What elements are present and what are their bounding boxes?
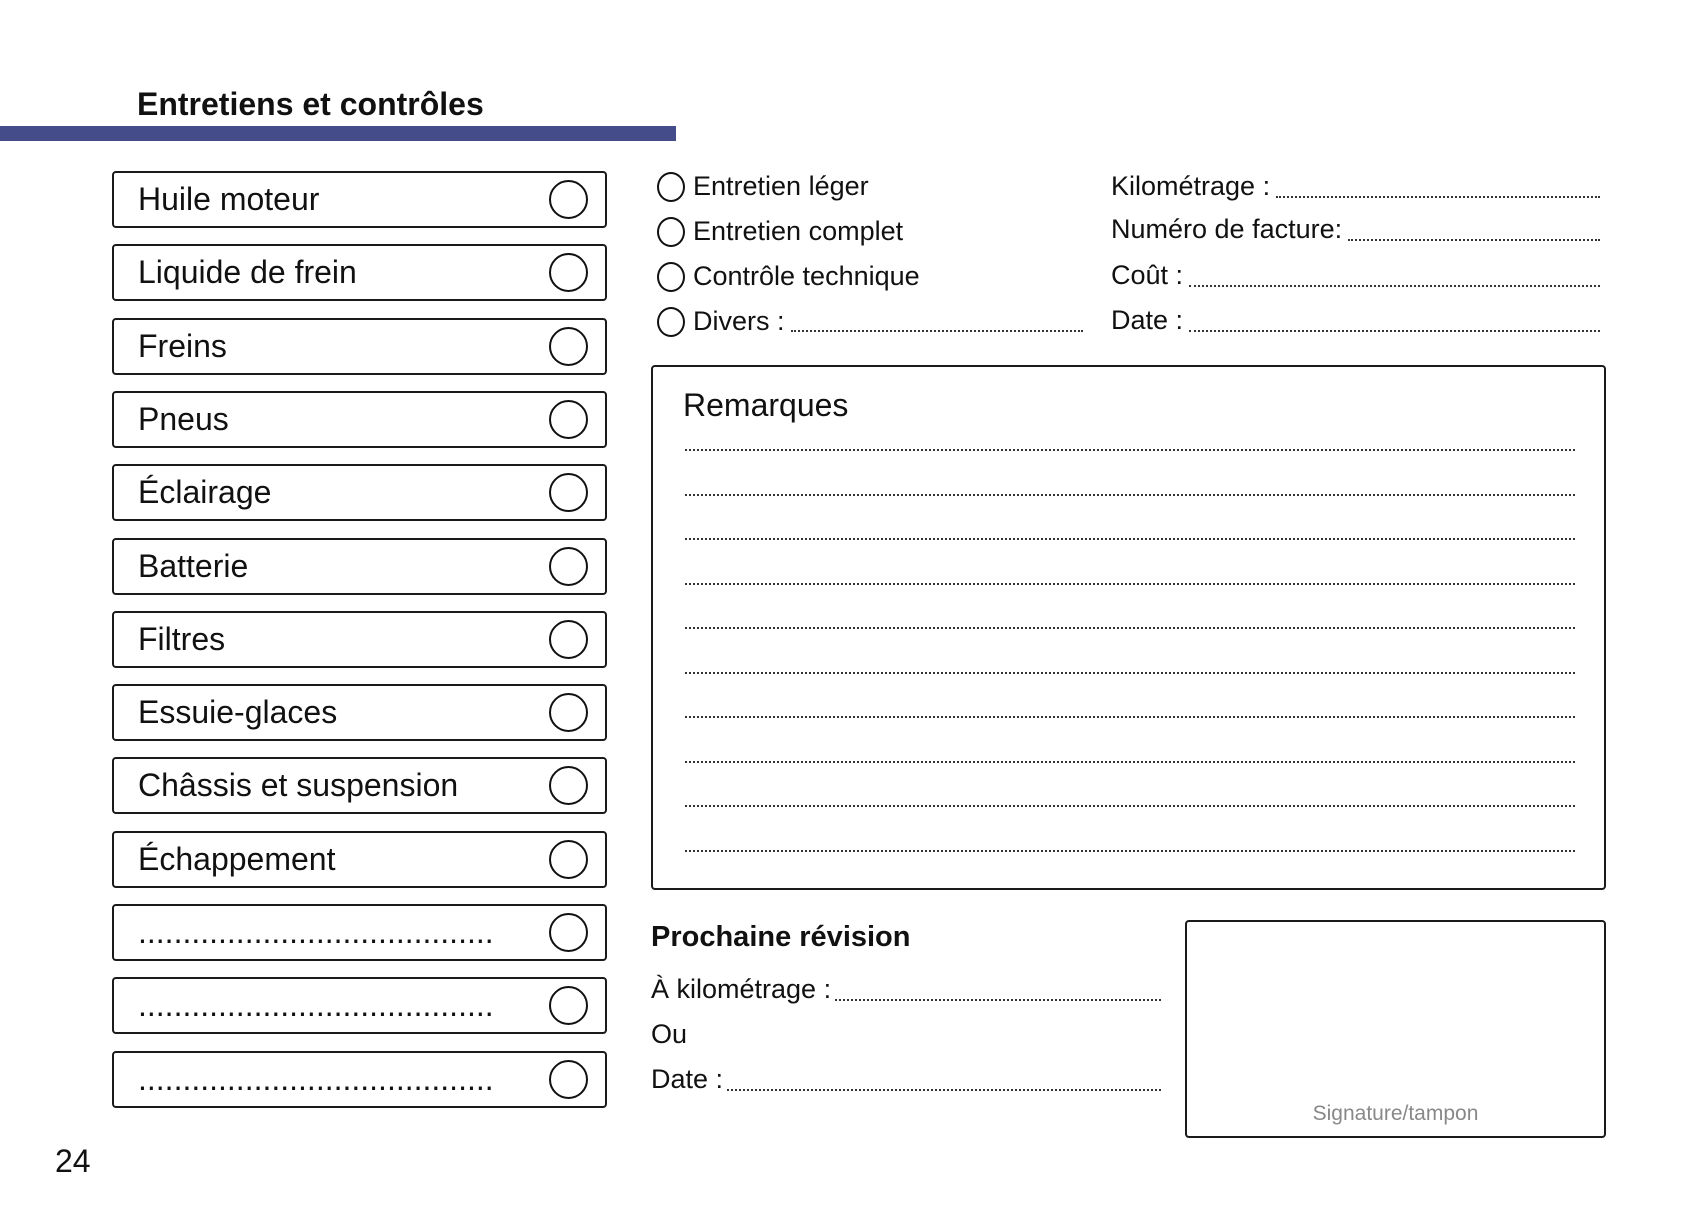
title-accent-bar [0,126,676,141]
checkbox-circle-icon[interactable] [549,913,588,952]
checklist-item[interactable]: Éclairage [112,464,607,521]
cost-field[interactable]: Coût : [1111,260,1600,291]
checklist-item[interactable]: Huile moteur [112,171,607,228]
checklist-item[interactable]: Filtres [112,611,607,668]
input-line[interactable] [1276,178,1600,198]
input-line[interactable] [1189,267,1600,287]
checklist-label: Éclairage [138,474,272,510]
checkbox-circle-icon[interactable] [549,400,588,439]
field-label: Coût : [1111,260,1184,290]
checklist-item-blank[interactable]: ........................................ [112,904,607,961]
checkbox-circle-icon[interactable] [549,253,588,292]
checklist-item[interactable]: Échappement [112,831,607,888]
next-km-field[interactable]: À kilométrage : [651,974,1161,1005]
radio-circle-icon[interactable] [657,306,685,337]
checklist-label: Châssis et suspension [138,767,459,803]
checkbox-circle-icon[interactable] [549,986,588,1025]
field-label: Date : [651,1064,724,1094]
radio-circle-icon[interactable] [657,171,685,202]
radio-circle-icon[interactable] [657,261,685,292]
checklist-label: Huile moteur [138,181,320,217]
checklist-label: Essuie-glaces [138,694,338,730]
kilometrage-field[interactable]: Kilométrage : [1111,171,1600,202]
remarks-line[interactable] [685,627,1575,629]
checklist-item[interactable]: Châssis et suspension [112,757,607,814]
input-line[interactable] [727,1071,1161,1091]
remarks-line[interactable] [685,538,1575,540]
radio-entretien-complet[interactable]: Entretien complet [657,216,903,247]
input-line[interactable] [835,981,1161,1001]
checklist-label: Freins [138,328,227,364]
remarks-box[interactable]: Remarques [651,365,1606,890]
checklist-label: Filtres [138,621,226,657]
checkbox-circle-icon[interactable] [549,840,588,879]
checklist-label: Pneus [138,401,229,437]
or-text: Ou [651,1019,688,1049]
next-revision-title: Prochaine révision [651,921,911,953]
radio-circle-icon[interactable] [657,216,685,247]
radio-divers[interactable]: Divers : [657,306,1083,337]
remarks-line[interactable] [685,761,1575,763]
checklist-label: Batterie [138,548,249,584]
invoice-number-field[interactable]: Numéro de facture: [1111,214,1600,245]
checklist-item-blank[interactable]: ........................................ [112,1051,607,1108]
checkbox-circle-icon[interactable] [549,620,588,659]
next-date-field[interactable]: Date : [651,1064,1161,1095]
checklist-item[interactable]: Freins [112,318,607,375]
checklist-label: Échappement [138,841,336,877]
checkbox-circle-icon[interactable] [549,693,588,732]
checkbox-circle-icon[interactable] [549,766,588,805]
field-label: Date : [1111,305,1184,335]
checkbox-circle-icon[interactable] [549,547,588,586]
radio-label: Entretien complet [693,216,904,246]
radio-controle-technique[interactable]: Contrôle technique [657,261,920,292]
radio-label: Contrôle technique [693,261,920,291]
remarks-line[interactable] [685,672,1575,674]
checklist-item[interactable]: Liquide de frein [112,244,607,301]
input-line[interactable] [1348,221,1600,241]
page-title: Entretiens et contrôles [137,86,484,122]
checkbox-circle-icon[interactable] [549,473,588,512]
remarks-line[interactable] [685,716,1575,718]
remarks-line[interactable] [685,850,1575,852]
remarks-title: Remarques [683,387,849,423]
checklist-label: ........................................ [138,987,494,1023]
field-label: Numéro de facture: [1111,214,1343,244]
checklist-label: Liquide de frein [138,254,357,290]
checklist-label: ........................................ [138,1061,494,1097]
divers-input-line[interactable] [790,312,1083,332]
checklist-item[interactable]: Pneus [112,391,607,448]
checklist-item-blank[interactable]: ........................................ [112,977,607,1034]
radio-label: Entretien léger [693,171,869,201]
field-label: Kilométrage : [1111,171,1271,201]
input-line[interactable] [1189,312,1600,332]
date-field[interactable]: Date : [1111,305,1600,336]
remarks-line[interactable] [685,449,1575,451]
radio-label: Divers : [693,306,785,336]
radio-entretien-leger[interactable]: Entretien léger [657,171,869,202]
remarks-line[interactable] [685,805,1575,807]
checkbox-circle-icon[interactable] [549,1060,588,1099]
page-number: 24 [55,1143,91,1179]
signature-box[interactable]: Signature/tampon [1185,920,1606,1138]
checklist-label: ........................................ [138,914,494,950]
signature-label: Signature/tampon [1312,1102,1479,1125]
checkbox-circle-icon[interactable] [549,327,588,366]
or-label: Ou [651,1019,1161,1050]
checkbox-circle-icon[interactable] [549,180,588,219]
remarks-line[interactable] [685,494,1575,496]
field-label: À kilométrage : [651,974,832,1004]
checklist-item[interactable]: Essuie-glaces [112,684,607,741]
checklist-item[interactable]: Batterie [112,538,607,595]
remarks-line[interactable] [685,583,1575,585]
